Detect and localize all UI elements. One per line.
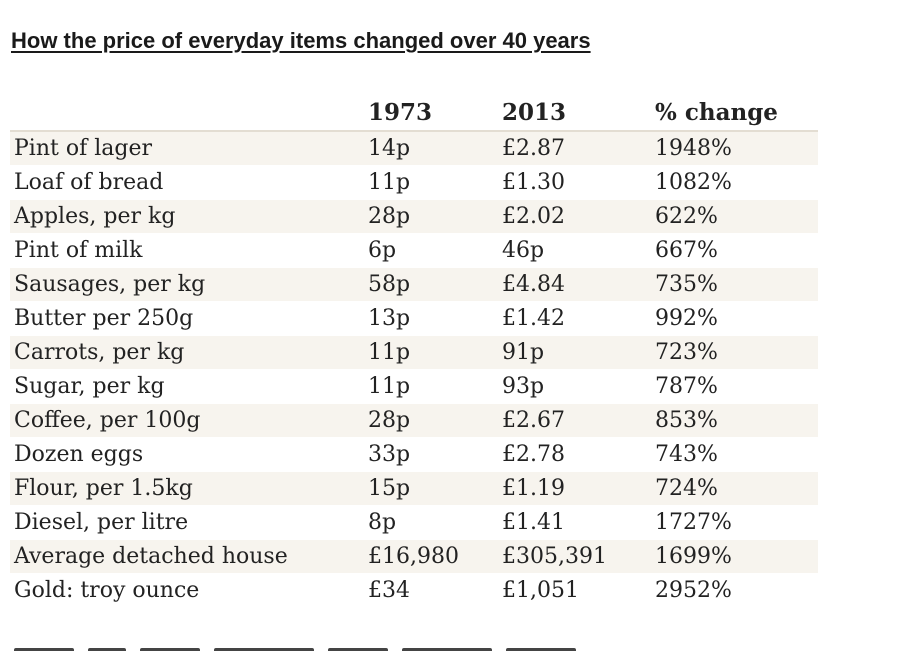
table-row: Apples, per kg 28p £2.02 622%: [10, 200, 818, 234]
cell-1973: 33p: [368, 442, 411, 467]
header-2013: 2013: [502, 99, 567, 126]
cell-item: Pint of milk: [14, 238, 143, 263]
cell-item: Butter per 250g: [14, 306, 194, 331]
table-row: Flour, per 1.5kg 15p £1.19 724%: [10, 472, 818, 506]
cell-item: Carrots, per kg: [14, 340, 185, 365]
cell-2013: £2.02: [502, 204, 565, 229]
cell-change: 1082%: [655, 170, 732, 195]
cell-1973: 28p: [368, 408, 411, 433]
cell-2013: £1.41: [502, 510, 565, 535]
cell-change: 735%: [655, 272, 718, 297]
cell-change: 1948%: [655, 136, 732, 161]
table-body: Pint of lager 14p £2.87 1948% Loaf of bread 1…: [10, 132, 818, 608]
cell-1973: 58p: [368, 272, 411, 297]
cell-2013: £2.78: [502, 442, 565, 467]
cell-change: 743%: [655, 442, 718, 467]
cell-2013: £305,391: [502, 544, 607, 569]
cell-change: 724%: [655, 476, 718, 501]
cell-item: Diesel, per litre: [14, 510, 189, 535]
cell-item: Flour, per 1.5kg: [14, 476, 193, 501]
table-row: Diesel, per litre 8p £1.41 1727%: [10, 506, 818, 540]
table-header: 1973 2013 % change: [10, 96, 818, 132]
cell-1973: 15p: [368, 476, 411, 501]
table-row: Carrots, per kg 11p 91p 723%: [10, 336, 818, 370]
cell-2013: £1.19: [502, 476, 565, 501]
cell-2013: £1,051: [502, 578, 579, 603]
cell-item: Dozen eggs: [14, 442, 144, 467]
cell-1973: 8p: [368, 510, 397, 535]
cell-1973: 14p: [368, 136, 411, 161]
cell-change: 992%: [655, 306, 718, 331]
table-row: Butter per 250g 13p £1.42 992%: [10, 302, 818, 336]
cell-2013: £4.84: [502, 272, 565, 297]
cell-2013: £1.30: [502, 170, 565, 195]
cell-1973: 11p: [368, 170, 411, 195]
cell-1973: 28p: [368, 204, 411, 229]
cell-change: 1727%: [655, 510, 732, 535]
cell-1973: 11p: [368, 340, 411, 365]
cell-item: Apples, per kg: [14, 204, 176, 229]
cell-1973: 11p: [368, 374, 411, 399]
table-row: Average detached house £16,980 £305,391 169…: [10, 540, 818, 574]
cell-item: Loaf of bread: [14, 170, 164, 195]
cell-2013: 91p: [502, 340, 545, 365]
cell-change: 622%: [655, 204, 718, 229]
cell-1973: £34: [368, 578, 410, 603]
table-row: Gold: troy ounce £34 £1,051 2952%: [10, 574, 818, 608]
table-row: Loaf of bread 11p £1.30 1082%: [10, 166, 818, 200]
cell-2013: £2.87: [502, 136, 565, 161]
cell-change: 2952%: [655, 578, 732, 603]
table-row: Coffee, per 100g 28p £2.67 853%: [10, 404, 818, 438]
cell-change: 787%: [655, 374, 718, 399]
header-change: % change: [655, 99, 778, 126]
cell-item: Average detached house: [14, 544, 288, 569]
table-row: Sugar, per kg 11p 93p 787%: [10, 370, 818, 404]
cell-2013: £2.67: [502, 408, 565, 433]
cell-2013: £1.42: [502, 306, 565, 331]
cell-1973: 13p: [368, 306, 411, 331]
cell-2013: 93p: [502, 374, 545, 399]
cell-item: Sugar, per kg: [14, 374, 165, 399]
table-row: Pint of lager 14p £2.87 1948%: [10, 132, 818, 166]
cell-2013: 46p: [502, 238, 545, 263]
cell-change: 667%: [655, 238, 718, 263]
table-row: Dozen eggs 33p £2.78 743%: [10, 438, 818, 472]
cell-item: Coffee, per 100g: [14, 408, 201, 433]
cell-1973: 6p: [368, 238, 397, 263]
table-row: Pint of milk 6p 46p 667%: [10, 234, 818, 268]
cell-1973: £16,980: [368, 544, 459, 569]
page-title: How the price of everyday items changed …: [11, 28, 591, 53]
cell-change: 853%: [655, 408, 718, 433]
cell-change: 1699%: [655, 544, 732, 569]
cell-item: Sausages, per kg: [14, 272, 206, 297]
cell-item: Gold: troy ounce: [14, 578, 200, 603]
cell-item: Pint of lager: [14, 136, 152, 161]
cell-change: 723%: [655, 340, 718, 365]
price-table: 1973 2013 % change Pint of lager 14p £2.87…: [10, 96, 818, 608]
table-row: Sausages, per kg 58p £4.84 735%: [10, 268, 818, 302]
cut-off-footnote: [14, 641, 694, 651]
header-1973: 1973: [368, 99, 433, 126]
